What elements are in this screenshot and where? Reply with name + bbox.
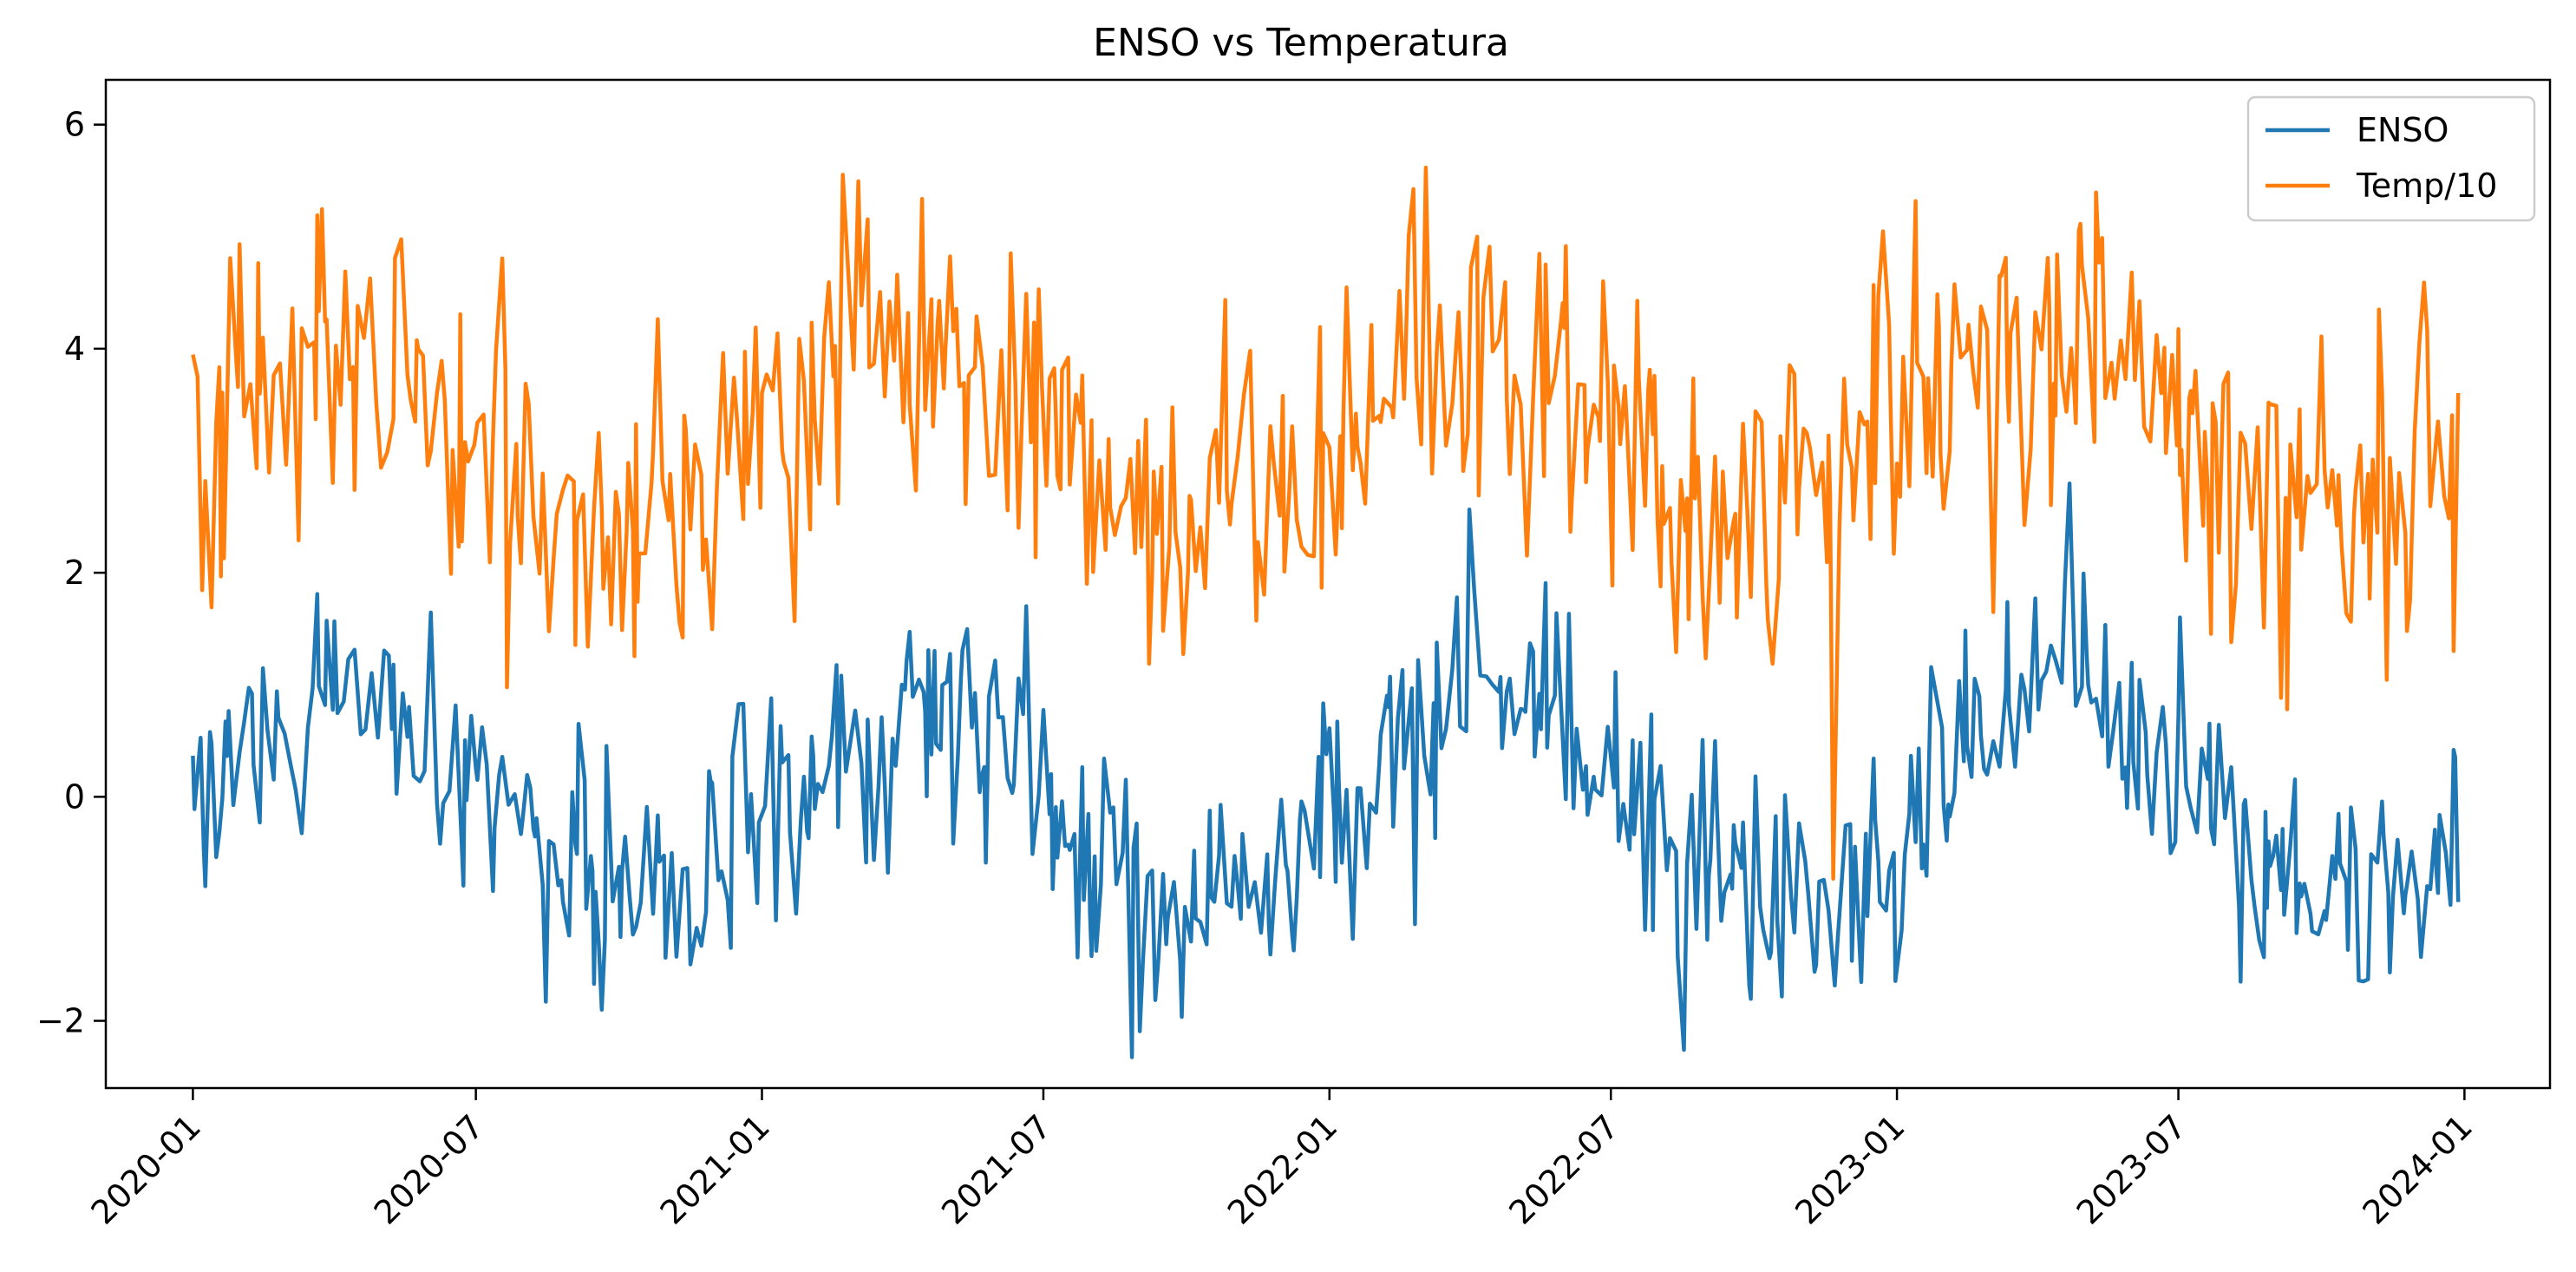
legend: ENSO Temp/10 xyxy=(2246,95,2536,222)
y-tick-label: 0 xyxy=(64,777,85,816)
legend-label: ENSO xyxy=(2357,111,2449,149)
legend-label: Temp/10 xyxy=(2356,167,2497,205)
chart-title: ENSO vs Temperatura xyxy=(1093,21,1509,65)
series-line-enso xyxy=(191,481,2461,1059)
y-tick-label: 2 xyxy=(64,554,85,592)
y-tick-label: 6 xyxy=(64,106,85,144)
legend-box xyxy=(2246,95,2536,222)
y-tick-label: −2 xyxy=(36,1002,85,1040)
series-line-temp xyxy=(191,165,2461,882)
y-axis: −2 0 2 4 6 xyxy=(36,106,106,1040)
series-layer xyxy=(191,165,2461,1059)
y-tick-label: 4 xyxy=(64,330,85,368)
plot-frame xyxy=(104,78,2552,1090)
